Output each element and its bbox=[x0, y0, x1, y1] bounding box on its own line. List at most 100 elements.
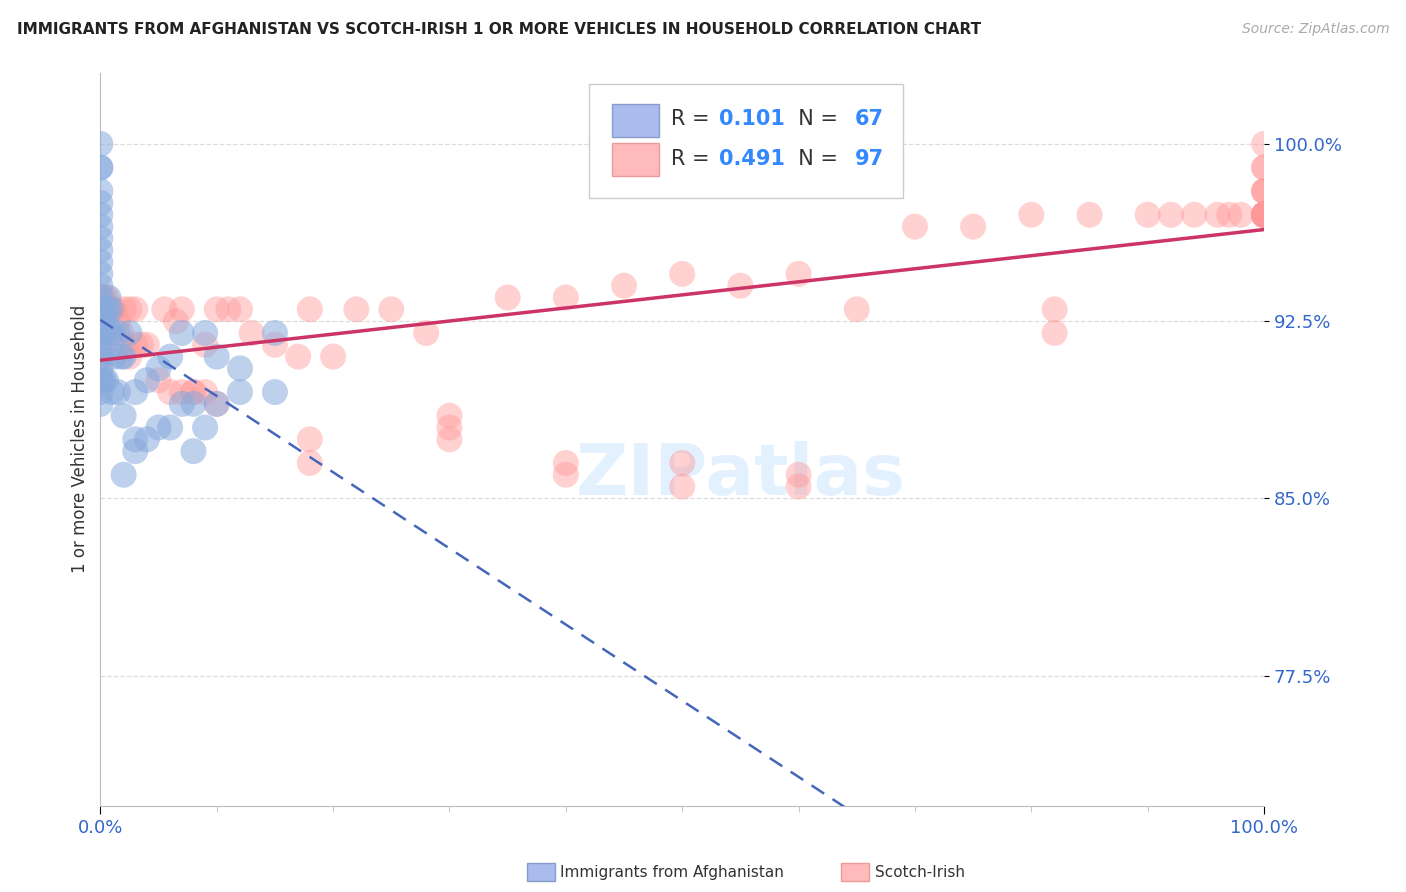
Point bbox=[101, 302, 124, 317]
Text: 0.491: 0.491 bbox=[720, 149, 786, 169]
Point bbox=[89, 136, 111, 151]
Point bbox=[135, 373, 157, 387]
Point bbox=[89, 208, 111, 222]
Point bbox=[110, 350, 132, 364]
Point bbox=[98, 302, 121, 317]
Point bbox=[170, 385, 193, 400]
Point bbox=[148, 361, 170, 376]
Point bbox=[845, 302, 868, 317]
Point bbox=[962, 219, 984, 234]
Point bbox=[183, 385, 205, 400]
Point bbox=[1078, 208, 1101, 222]
Point bbox=[89, 373, 111, 387]
Point bbox=[107, 385, 129, 400]
Point bbox=[671, 456, 693, 470]
Point bbox=[89, 161, 111, 175]
Point bbox=[496, 291, 519, 305]
Point bbox=[554, 291, 576, 305]
FancyBboxPatch shape bbox=[613, 103, 659, 136]
Point bbox=[89, 196, 111, 211]
Point bbox=[100, 302, 122, 317]
Point bbox=[1253, 161, 1275, 175]
Point bbox=[91, 373, 114, 387]
Point bbox=[170, 397, 193, 411]
Point bbox=[89, 231, 111, 245]
Text: Scotch-Irish: Scotch-Irish bbox=[875, 865, 965, 880]
Point bbox=[98, 326, 121, 340]
Point bbox=[1182, 208, 1205, 222]
Point bbox=[112, 338, 135, 352]
Point bbox=[148, 373, 170, 387]
Point bbox=[96, 302, 118, 317]
Point bbox=[100, 302, 122, 317]
Point bbox=[1253, 208, 1275, 222]
Point bbox=[148, 420, 170, 434]
Point bbox=[322, 350, 344, 364]
Point bbox=[124, 338, 146, 352]
Point bbox=[904, 219, 927, 234]
Point bbox=[1136, 208, 1159, 222]
Point bbox=[183, 397, 205, 411]
Point bbox=[1253, 208, 1275, 222]
Point bbox=[183, 385, 205, 400]
Point bbox=[1253, 208, 1275, 222]
Point bbox=[91, 326, 114, 340]
Point bbox=[89, 184, 111, 198]
Point bbox=[671, 480, 693, 494]
Text: N =: N = bbox=[785, 149, 844, 169]
Point bbox=[439, 420, 461, 434]
Point bbox=[101, 326, 124, 340]
Point bbox=[1253, 208, 1275, 222]
Point bbox=[229, 302, 252, 317]
Point bbox=[1253, 184, 1275, 198]
Point bbox=[89, 385, 111, 400]
Text: 67: 67 bbox=[855, 109, 883, 129]
Point bbox=[103, 302, 125, 317]
Point bbox=[159, 420, 181, 434]
Point bbox=[112, 467, 135, 482]
Point bbox=[89, 244, 111, 258]
Point bbox=[1253, 208, 1275, 222]
Point bbox=[1160, 208, 1182, 222]
Text: R =: R = bbox=[671, 109, 716, 129]
Point bbox=[124, 433, 146, 447]
Point bbox=[89, 361, 111, 376]
Point bbox=[89, 291, 111, 305]
Point bbox=[1043, 326, 1066, 340]
Point bbox=[110, 326, 132, 340]
Point bbox=[93, 373, 115, 387]
Point bbox=[554, 467, 576, 482]
Point bbox=[165, 314, 187, 328]
Point bbox=[112, 302, 135, 317]
Point bbox=[787, 480, 810, 494]
Text: 97: 97 bbox=[855, 149, 883, 169]
Text: IMMIGRANTS FROM AFGHANISTAN VS SCOTCH-IRISH 1 OR MORE VEHICLES IN HOUSEHOLD CORR: IMMIGRANTS FROM AFGHANISTAN VS SCOTCH-IR… bbox=[17, 22, 981, 37]
Point bbox=[1021, 208, 1043, 222]
Point bbox=[1253, 136, 1275, 151]
Point bbox=[124, 444, 146, 458]
Point bbox=[183, 444, 205, 458]
Y-axis label: 1 or more Vehicles in Household: 1 or more Vehicles in Household bbox=[72, 305, 89, 574]
Point bbox=[89, 219, 111, 234]
Point bbox=[101, 385, 124, 400]
Point bbox=[89, 361, 111, 376]
Point bbox=[89, 291, 111, 305]
Point bbox=[93, 291, 115, 305]
Point bbox=[96, 314, 118, 328]
Point bbox=[90, 302, 112, 317]
Point bbox=[205, 302, 228, 317]
Point bbox=[264, 338, 287, 352]
Point bbox=[112, 350, 135, 364]
Point bbox=[194, 338, 217, 352]
Point bbox=[118, 302, 141, 317]
Point bbox=[89, 397, 111, 411]
Point bbox=[159, 385, 181, 400]
Point bbox=[1253, 184, 1275, 198]
Point bbox=[787, 467, 810, 482]
Point bbox=[205, 350, 228, 364]
Point bbox=[90, 326, 112, 340]
Point bbox=[135, 338, 157, 352]
Point bbox=[135, 433, 157, 447]
Point bbox=[112, 409, 135, 423]
Point bbox=[124, 302, 146, 317]
